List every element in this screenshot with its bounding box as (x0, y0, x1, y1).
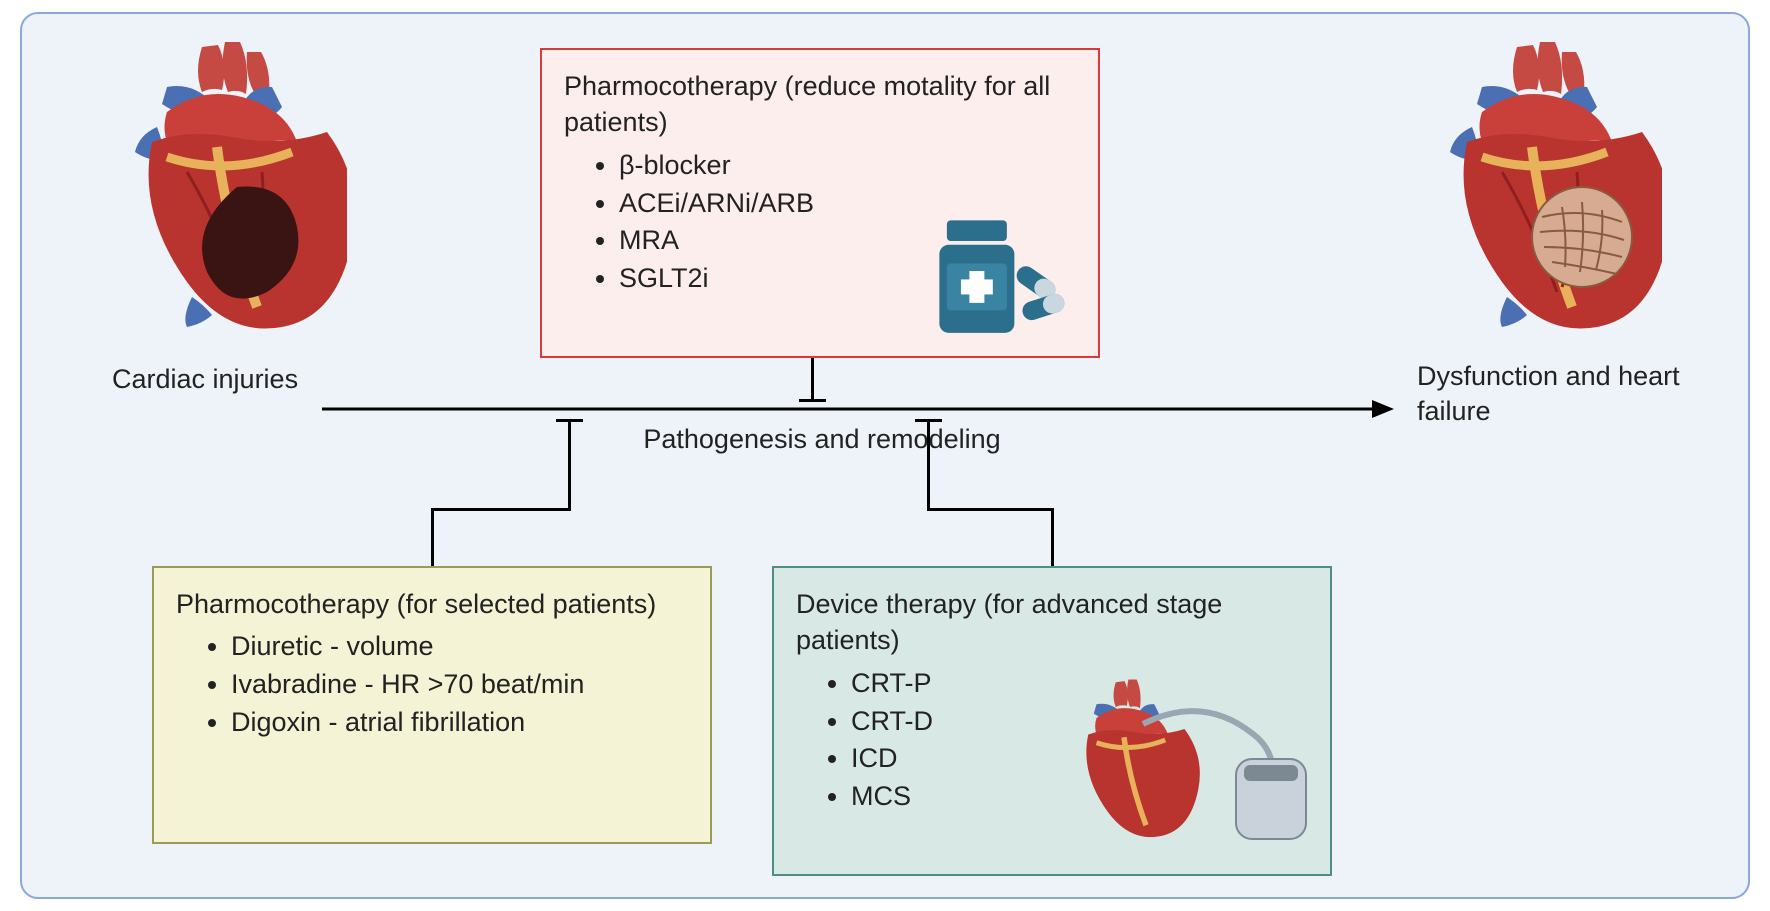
inhibit-right-h (927, 508, 1054, 511)
arrow-label: Pathogenesis and remodeling (542, 424, 1102, 455)
left-heart-label: Cardiac injuries (112, 364, 298, 395)
inhibit-right-t (915, 419, 942, 422)
inhibit-left-h (431, 508, 571, 511)
pathogenesis-arrow (322, 394, 1397, 424)
medicine-icon (930, 211, 1080, 342)
heart-injured-svg (97, 32, 347, 332)
device-illustration (1058, 664, 1318, 864)
inhibit-left-t (556, 419, 583, 422)
pharmaco-all-title: Pharmocotherapy (reduce motality for all… (564, 68, 1076, 141)
list-item: β-blocker (619, 147, 1076, 185)
list-item: Digoxin - atrial fibrillation (231, 704, 688, 742)
device-therapy-title: Device therapy (for advanced stage patie… (796, 586, 1308, 659)
heart-failure-illustration (1412, 32, 1662, 337)
inhibit-right-v1 (1051, 508, 1054, 566)
device-therapy-box: Device therapy (for advanced stage patie… (772, 566, 1332, 876)
right-heart-label: Dysfunction and heart failure (1417, 359, 1717, 429)
heart-failure-svg (1412, 32, 1662, 332)
pharmaco-selected-title: Pharmocotherapy (for selected patients) (176, 586, 688, 622)
diagram-canvas: Cardiac injuries Dysfunction and heart (20, 12, 1750, 899)
list-item: Diuretic - volume (231, 628, 688, 666)
inhibit-left-v1 (431, 508, 434, 566)
inhibit-tline-top-v (811, 358, 814, 402)
pharmaco-selected-box: Pharmocotherapy (for selected patients) … (152, 566, 712, 844)
inhibit-left-v2 (568, 422, 571, 511)
list-item: Ivabradine - HR >70 beat/min (231, 666, 688, 704)
inhibit-right-v2 (927, 422, 930, 511)
inhibit-tline-top-h (799, 399, 826, 402)
pharmaco-all-box: Pharmocotherapy (reduce motality for all… (540, 48, 1100, 358)
pharmaco-selected-list: Diuretic - volume Ivabradine - HR >70 be… (176, 628, 688, 741)
heart-injured-illustration (97, 32, 347, 337)
